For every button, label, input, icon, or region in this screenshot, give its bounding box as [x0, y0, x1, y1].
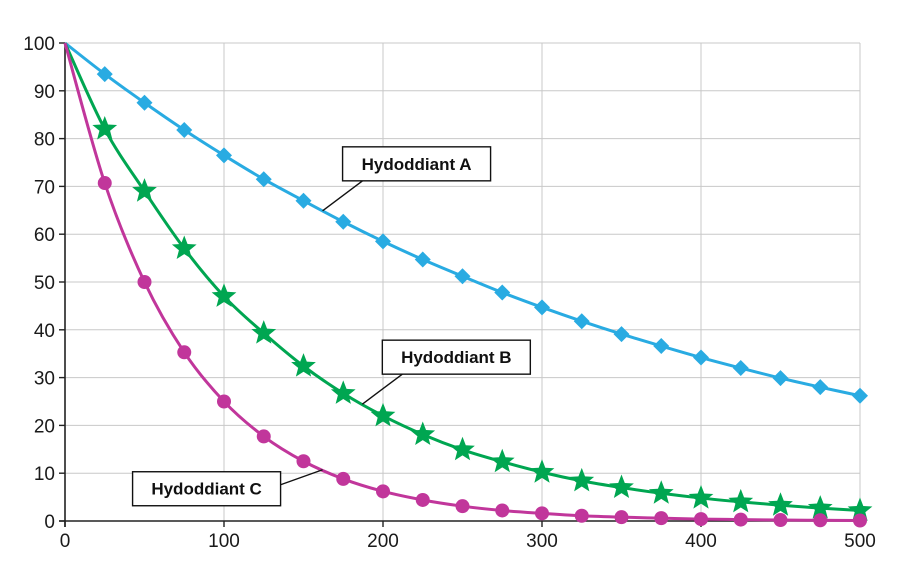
- callout-2-label: Hydoddiant C: [151, 480, 262, 499]
- series-0-point-18: [772, 370, 789, 387]
- series-1-point-9: [410, 421, 436, 445]
- axes: 0 10 20 30 40 50 60 70 80 90 100 0 100 200 300 400 500: [23, 34, 876, 552]
- callout-0-leader: [322, 180, 363, 212]
- series-0-point-1: [96, 66, 113, 83]
- series-0-point-7: [335, 213, 352, 230]
- series-2-point-5: [256, 429, 271, 444]
- series-0-point-16: [693, 349, 709, 366]
- series-1-point-17: [728, 488, 754, 513]
- callout-1-box: [381, 339, 532, 375]
- x-tick-label-400: 400: [685, 531, 717, 552]
- series-0-point-17: [732, 360, 749, 377]
- series-2-point-13: [574, 508, 589, 523]
- y-tick-label-60: 60: [34, 225, 55, 246]
- series-2-point-6: [296, 454, 311, 469]
- callout-0-label: Hydoddiant A: [362, 155, 472, 174]
- series-1-point-6: [291, 353, 316, 377]
- series-1-point-8: [370, 402, 396, 427]
- y-tick-label-90: 90: [34, 82, 55, 103]
- series-0-point-20: [852, 387, 868, 404]
- x-tick-label-100: 100: [208, 531, 240, 552]
- callout-1-leader: [361, 373, 403, 405]
- series-2-line: [63, 42, 861, 523]
- series-2-group: [63, 42, 867, 528]
- series-2-point-15: [654, 511, 669, 526]
- series-2-point-8: [376, 484, 390, 499]
- series-1-point-5: [251, 320, 277, 344]
- series-0-point-10: [454, 268, 471, 285]
- callout-1: Hydoddiant B: [361, 339, 532, 405]
- series-1-point-14: [609, 474, 634, 499]
- series-layer: [63, 41, 873, 528]
- series-0-point-9: [414, 251, 431, 268]
- series-0-group: [64, 41, 868, 404]
- series-1-point-16: [688, 485, 714, 509]
- series-1-point-18: [768, 492, 793, 516]
- x-tick-label-200: 200: [367, 531, 399, 552]
- series-2-point-4: [217, 394, 231, 409]
- series-1-group: [63, 42, 873, 521]
- series-0-point-11: [494, 284, 511, 301]
- series-0-point-3: [176, 121, 193, 138]
- series-1-point-12: [529, 459, 555, 483]
- series-1-point-4: [211, 283, 237, 307]
- series-1-point-15: [648, 480, 674, 504]
- x-tick-label-500: 500: [844, 531, 876, 552]
- series-2-point-17: [733, 512, 748, 527]
- series-2-point-20: [853, 513, 867, 528]
- series-1-point-10: [450, 436, 475, 461]
- series-2-point-16: [694, 512, 708, 527]
- series-2-point-2: [137, 275, 152, 289]
- series-2-point-3: [177, 345, 192, 360]
- callout-1-label: Hydoddiant B: [401, 348, 512, 367]
- y-tick-label-50: 50: [34, 273, 55, 294]
- callout-2: Hydoddiant C: [131, 469, 323, 507]
- series-2-point-9: [415, 492, 430, 507]
- series-2-point-18: [773, 513, 788, 528]
- series-1-point-19: [807, 495, 833, 519]
- series-1-point-13: [569, 467, 595, 492]
- series-0-point-2: [136, 94, 153, 111]
- callout-0-box: [341, 146, 492, 182]
- series-2-point-19: [813, 513, 828, 528]
- y-tick-label-20: 20: [34, 416, 55, 437]
- y-tick-label-80: 80: [34, 130, 55, 151]
- y-tick-label-100: 100: [23, 34, 55, 55]
- series-0-point-12: [534, 299, 550, 316]
- series-0-point-6: [295, 192, 312, 209]
- series-1-point-20: [847, 497, 873, 521]
- series-0-point-13: [573, 313, 590, 330]
- series-1-point-7: [330, 380, 356, 404]
- series-2-point-14: [614, 510, 629, 525]
- series-0-point-19: [812, 379, 829, 396]
- y-tick-label-70: 70: [34, 177, 55, 198]
- series-2-point-11: [495, 503, 510, 518]
- series-2-point-7: [336, 471, 351, 486]
- series-0-point-4: [216, 147, 232, 164]
- y-tick-label-0: 0: [44, 512, 55, 533]
- series-0-point-15: [653, 338, 670, 355]
- series-1-point-11: [489, 448, 515, 473]
- series-0-point-14: [613, 326, 630, 343]
- x-tick-label-0: 0: [60, 531, 71, 552]
- series-0-point-5: [255, 171, 272, 188]
- series-2-point-12: [535, 506, 549, 521]
- series-1-point-3: [171, 235, 197, 260]
- y-tick-label-10: 10: [34, 464, 55, 485]
- y-tick-label-30: 30: [34, 369, 55, 390]
- series-2-point-1: [97, 176, 112, 191]
- y-tick-label-40: 40: [34, 321, 55, 342]
- series-2-point-10: [455, 499, 470, 514]
- callout-0: Hydoddiant A: [322, 146, 492, 212]
- x-tick-label-300: 300: [526, 531, 558, 552]
- series-1-point-1: [92, 116, 118, 140]
- callouts-layer: Hydoddiant A Hydoddiant B Hydoddiant C: [131, 146, 532, 507]
- series-1-point-2: [132, 178, 157, 202]
- series-0-point-8: [375, 233, 391, 250]
- callout-2-box: [131, 471, 282, 507]
- callout-2-leader: [280, 469, 323, 486]
